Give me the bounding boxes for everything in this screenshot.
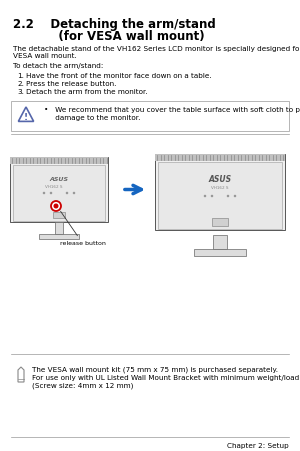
Circle shape — [66, 193, 68, 194]
FancyBboxPatch shape — [158, 163, 282, 230]
Circle shape — [227, 196, 229, 198]
Text: The detachable stand of the VH162 Series LCD monitor is specially designed for: The detachable stand of the VH162 Series… — [13, 46, 300, 52]
Text: (Screw size: 4mm x 12 mm): (Screw size: 4mm x 12 mm) — [32, 382, 134, 389]
Text: release button: release button — [60, 240, 106, 245]
Circle shape — [51, 202, 61, 212]
Text: 3.: 3. — [17, 89, 24, 95]
Text: 1.: 1. — [17, 73, 24, 79]
FancyBboxPatch shape — [213, 235, 227, 249]
Text: VH162 S: VH162 S — [211, 186, 229, 189]
FancyBboxPatch shape — [11, 102, 289, 132]
Circle shape — [73, 193, 75, 194]
Text: For use only with UL Listed Wall Mount Bracket with minimum weight/load 2.7 Kg: For use only with UL Listed Wall Mount B… — [32, 374, 300, 380]
Text: Chapter 2: Setup: Chapter 2: Setup — [227, 442, 289, 448]
Circle shape — [43, 193, 45, 194]
Text: 2.2    Detaching the arm/stand: 2.2 Detaching the arm/stand — [13, 18, 216, 31]
Text: Detach the arm from the monitor.: Detach the arm from the monitor. — [26, 89, 148, 95]
Text: VESA wall mount.: VESA wall mount. — [13, 53, 77, 59]
Circle shape — [234, 196, 236, 198]
Circle shape — [50, 193, 52, 194]
FancyBboxPatch shape — [10, 158, 108, 165]
Text: !: ! — [24, 113, 28, 122]
FancyBboxPatch shape — [55, 222, 63, 235]
FancyBboxPatch shape — [194, 249, 246, 257]
Text: damage to the monitor.: damage to the monitor. — [44, 115, 140, 121]
Text: Have the front of the monitor face down on a table.: Have the front of the monitor face down … — [26, 73, 212, 79]
Text: ASUS: ASUS — [50, 177, 68, 182]
Text: •   We recommend that you cover the table surface with soft cloth to prevent: • We recommend that you cover the table … — [44, 107, 300, 113]
FancyBboxPatch shape — [155, 155, 285, 161]
FancyBboxPatch shape — [212, 219, 228, 226]
FancyBboxPatch shape — [13, 166, 105, 221]
Text: 2.: 2. — [17, 81, 24, 87]
Text: VH162 S: VH162 S — [45, 184, 63, 189]
FancyBboxPatch shape — [53, 212, 65, 219]
FancyBboxPatch shape — [155, 155, 285, 230]
FancyBboxPatch shape — [10, 158, 108, 222]
FancyBboxPatch shape — [39, 235, 79, 239]
Text: The VESA wall mount kit (75 mm x 75 mm) is purchased separately.: The VESA wall mount kit (75 mm x 75 mm) … — [32, 366, 278, 373]
Text: Press the release button.: Press the release button. — [26, 81, 116, 87]
Text: (for VESA wall mount): (for VESA wall mount) — [13, 30, 205, 43]
Circle shape — [204, 196, 206, 198]
Text: To detach the arm/stand:: To detach the arm/stand: — [13, 63, 104, 69]
Circle shape — [211, 196, 213, 198]
Circle shape — [54, 205, 58, 208]
Text: ASUS: ASUS — [208, 175, 232, 184]
